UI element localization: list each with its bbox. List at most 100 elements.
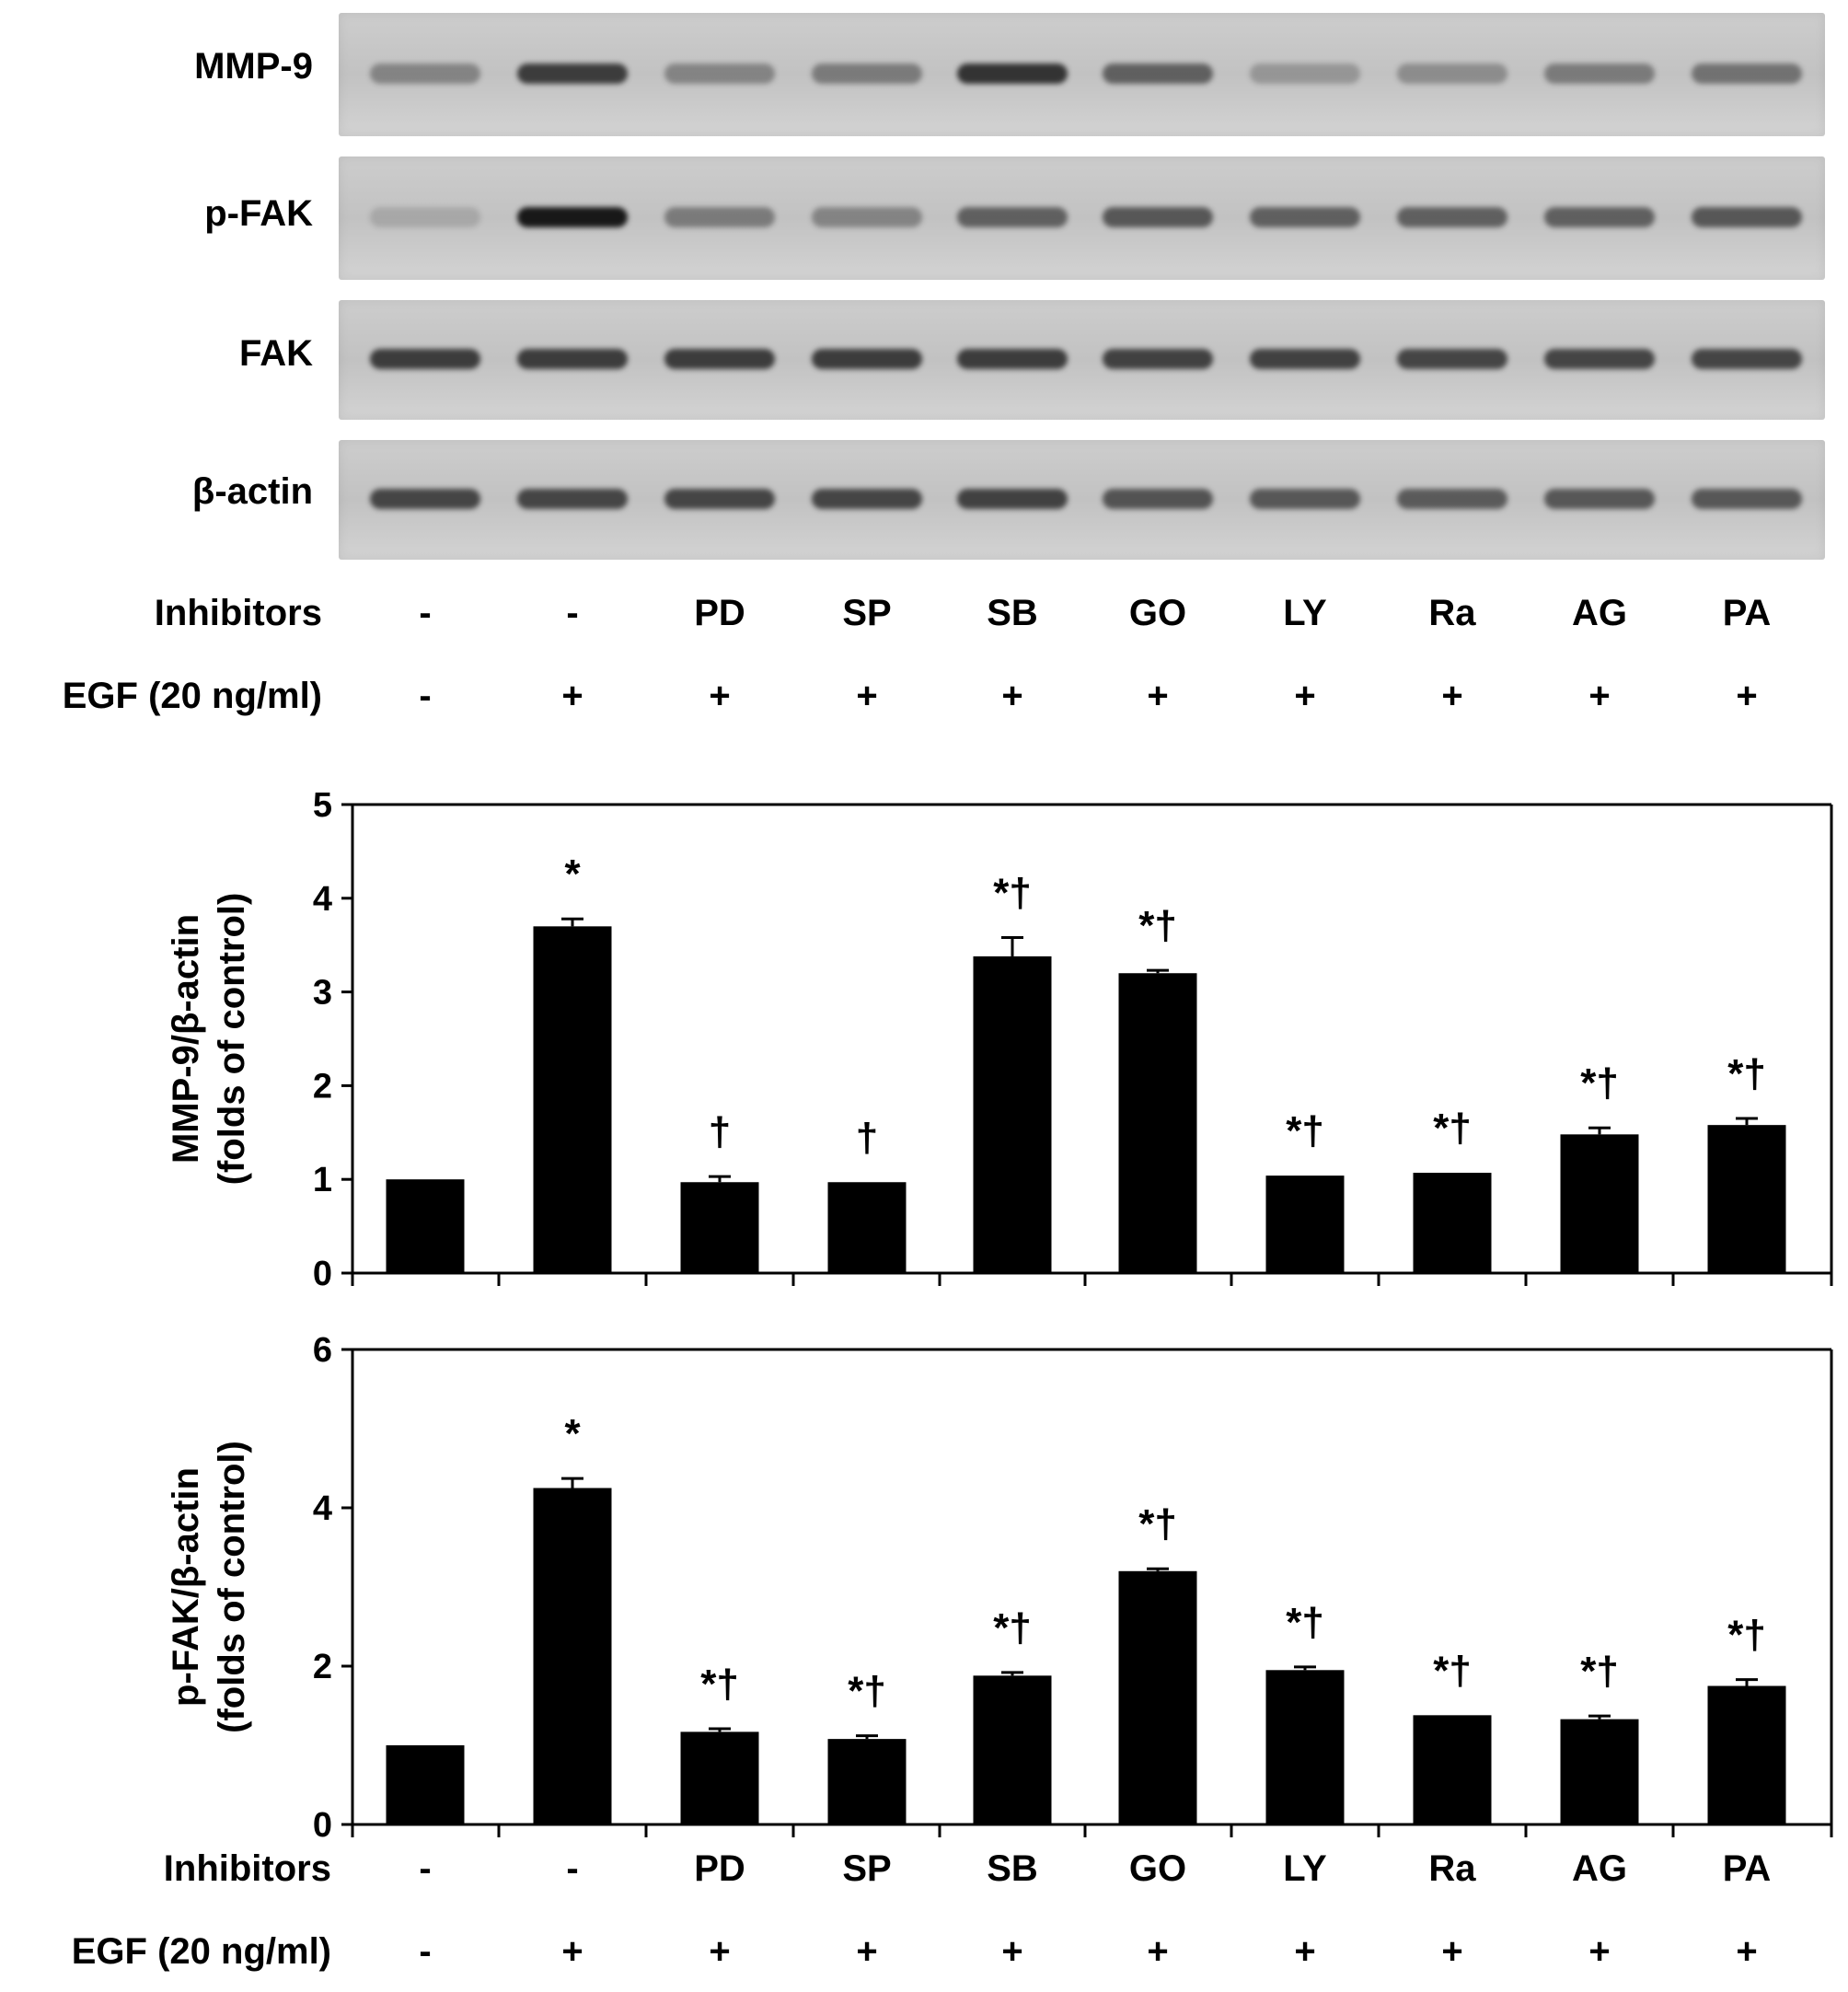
blot-band xyxy=(664,489,775,509)
bottom-egf-cell: + xyxy=(856,1931,878,1972)
mmp9-y-tick-label: 5 xyxy=(313,786,332,825)
bottom-egf-label: EGF (20 ng/ml) xyxy=(71,1931,331,1972)
blot-band xyxy=(1544,64,1655,84)
pfak-bar xyxy=(1265,1670,1345,1824)
blot-inhibitor-cell: SB xyxy=(987,593,1038,633)
blot-band xyxy=(1544,489,1655,509)
pfak-bar xyxy=(973,1675,1052,1824)
blot-band xyxy=(664,207,775,227)
mmp9-significance-mark: *† xyxy=(1727,1051,1766,1096)
blot-band xyxy=(517,489,628,509)
bottom-inhibitor-cell: PD xyxy=(694,1848,745,1889)
pfak-significance-mark: *† xyxy=(1433,1648,1472,1693)
pfak-y-tick-label: 2 xyxy=(313,1648,332,1686)
mmp9-significance-mark: † xyxy=(709,1109,731,1154)
blot-band xyxy=(812,207,922,227)
pfak-bar xyxy=(827,1739,907,1824)
bottom-egf-cell: + xyxy=(1294,1931,1316,1972)
blot-band xyxy=(1692,64,1802,84)
blot-band xyxy=(957,489,1068,509)
blot-egf-cell: + xyxy=(709,676,731,716)
pfak-bar xyxy=(680,1731,759,1824)
mmp9-bar xyxy=(827,1182,907,1273)
bottom-egf-cell: + xyxy=(1588,1931,1611,1972)
blot-row-label-beta-actin: β-actin xyxy=(191,471,313,512)
blot-egf-cell: + xyxy=(1736,676,1758,716)
mmp9-bar xyxy=(386,1179,465,1273)
pfak-significance-mark: * xyxy=(564,1411,581,1456)
mmp9-significance-mark: *† xyxy=(1286,1108,1324,1153)
mmp9-y-tick-label: 2 xyxy=(313,1067,332,1106)
blot-band xyxy=(1692,349,1802,369)
bottom-inhibitor-cell: GO xyxy=(1128,1848,1187,1889)
mmp9-significance-mark: *† xyxy=(1433,1106,1472,1151)
blot-inhibitor-cell: GO xyxy=(1128,593,1187,633)
pfak-y-tick-label: 4 xyxy=(313,1489,332,1528)
pfak-bar xyxy=(386,1745,465,1824)
blot-band xyxy=(1250,207,1360,227)
mmp9-bar xyxy=(680,1182,759,1273)
mmp9-significance-mark: *† xyxy=(993,871,1032,916)
mmp9-significance-mark: *† xyxy=(1138,903,1177,948)
blot-band xyxy=(1544,349,1655,369)
blot-band xyxy=(1397,489,1507,509)
mmp9-y-axis-label: MMP-9/β-actin xyxy=(166,914,206,1164)
blot-band xyxy=(1250,64,1360,84)
mmp9-bar xyxy=(1560,1134,1639,1273)
bottom-egf-cell: - xyxy=(419,1931,432,1972)
pfak-significance-mark: *† xyxy=(1580,1649,1619,1694)
blot-band xyxy=(1692,489,1802,509)
blot-inhibitor-cell: AG xyxy=(1572,593,1627,633)
western-blot-panel: MMP-9 p-FAK FAK β-actin Inhibitors EGF (… xyxy=(0,0,1848,736)
blot-inhibitors-label: Inhibitors xyxy=(154,593,322,633)
bottom-egf-cell: + xyxy=(561,1931,583,1972)
bottom-inhibitor-cell: - xyxy=(419,1848,432,1889)
pfak-significance-mark: *† xyxy=(848,1669,886,1714)
blot-band xyxy=(1103,64,1213,84)
blot-band xyxy=(1103,207,1213,227)
blot-inhibitor-cell: PD xyxy=(694,593,745,633)
blot-band xyxy=(957,64,1068,84)
blot-band xyxy=(1103,489,1213,509)
blot-inhibitor-cell: - xyxy=(566,593,579,633)
mmp9-y-tick-label: 1 xyxy=(313,1161,332,1199)
pfak-bar xyxy=(1118,1570,1197,1824)
blot-inhibitor-cell: LY xyxy=(1283,593,1327,633)
blot-egf-cell: + xyxy=(561,676,583,716)
mmp9-y-axis-label: (folds of control) xyxy=(212,893,252,1186)
mmp9-bar xyxy=(973,955,1052,1273)
bottom-egf-cell: + xyxy=(1147,1931,1169,1972)
blot-egf-cell: + xyxy=(1441,676,1463,716)
bottom-egf-cell: + xyxy=(1001,1931,1023,1972)
pfak-y-axis-label: p-FAK/β-actin xyxy=(166,1467,206,1707)
blot-egf-cell: + xyxy=(1147,676,1169,716)
blot-row-label-pfak: p-FAK xyxy=(204,193,313,234)
blot-band xyxy=(1544,207,1655,227)
blot-egf-cell: + xyxy=(1588,676,1611,716)
blot-band xyxy=(517,207,628,227)
blot-band xyxy=(1250,489,1360,509)
blot-inhibitor-cell: - xyxy=(419,593,432,633)
bottom-egf-cell: + xyxy=(1441,1931,1463,1972)
bottom-inhibitor-cell: SP xyxy=(842,1848,892,1889)
blot-band xyxy=(1397,207,1507,227)
pfak-y-axis-label: (folds of control) xyxy=(212,1441,252,1733)
mmp9-bar xyxy=(533,926,612,1273)
bottom-inhibitor-cell: Ra xyxy=(1428,1848,1476,1889)
pfak-bar xyxy=(1560,1719,1639,1824)
blot-row-label-fak: FAK xyxy=(239,333,313,374)
blot-band xyxy=(664,349,775,369)
blot-band xyxy=(957,207,1068,227)
bottom-inhibitor-cell: LY xyxy=(1283,1848,1327,1889)
pfak-significance-mark: *† xyxy=(1727,1613,1766,1658)
bottom-egf-cell: + xyxy=(709,1931,731,1972)
blot-band xyxy=(370,64,480,84)
mmp9-y-tick-label: 4 xyxy=(313,880,332,919)
mmp9-y-tick-label: 0 xyxy=(313,1255,332,1293)
blot-band xyxy=(370,489,480,509)
mmp9-significance-mark: † xyxy=(856,1115,878,1160)
mmp9-bar xyxy=(1413,1173,1492,1273)
pfak-bar xyxy=(533,1488,612,1824)
blot-inhibitor-cell: SP xyxy=(842,593,892,633)
